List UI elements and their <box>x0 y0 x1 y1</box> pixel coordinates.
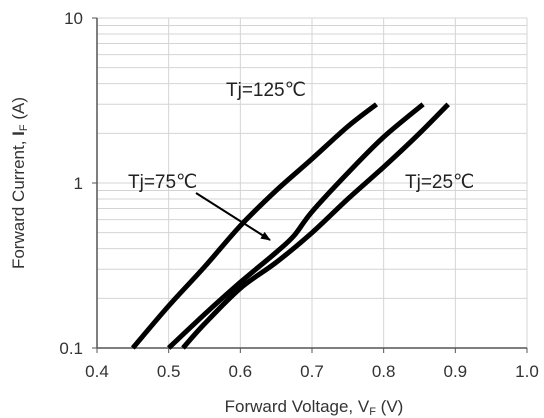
x-tick-label: 0.8 <box>372 362 396 381</box>
x-tick-label: 0.4 <box>85 362 109 381</box>
y-axis-label: Forward Current, IF (A) <box>9 97 30 269</box>
annotations: Tj=125℃ Tj=75℃ Tj=25℃ <box>128 80 474 241</box>
curve-tj-125 <box>130 102 379 350</box>
y-tick-label: 10 <box>64 9 83 28</box>
tick-labels: 0.4 0.5 0.6 0.7 0.8 0.9 1.0 0.1 1 10 <box>59 9 538 381</box>
label-tj-25: Tj=25℃ <box>405 172 474 193</box>
x-axis-label: Forward Voltage, VF (V) <box>225 397 404 418</box>
x-tick-label: 0.9 <box>444 362 468 381</box>
y-tick-label: 0.1 <box>59 339 83 358</box>
label-tj-125: Tj=125℃ <box>226 80 306 101</box>
x-tick-label: 0.6 <box>229 362 253 381</box>
axes <box>92 17 528 353</box>
y-tick-label: 1 <box>74 174 83 193</box>
curves <box>130 102 450 350</box>
label-tj-75: Tj=75℃ <box>128 172 197 193</box>
x-tick-label: 0.5 <box>157 362 181 381</box>
arrow-tj-75 <box>195 192 271 241</box>
curve-tj-75 <box>166 102 425 350</box>
x-tick-label: 0.7 <box>300 362 324 381</box>
curve-tj-25 <box>181 102 450 350</box>
x-tick-label: 1.0 <box>515 362 539 381</box>
